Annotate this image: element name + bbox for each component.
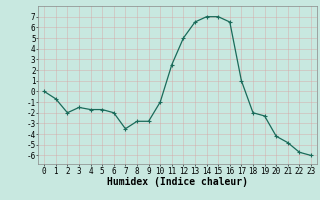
X-axis label: Humidex (Indice chaleur): Humidex (Indice chaleur) — [107, 177, 248, 187]
